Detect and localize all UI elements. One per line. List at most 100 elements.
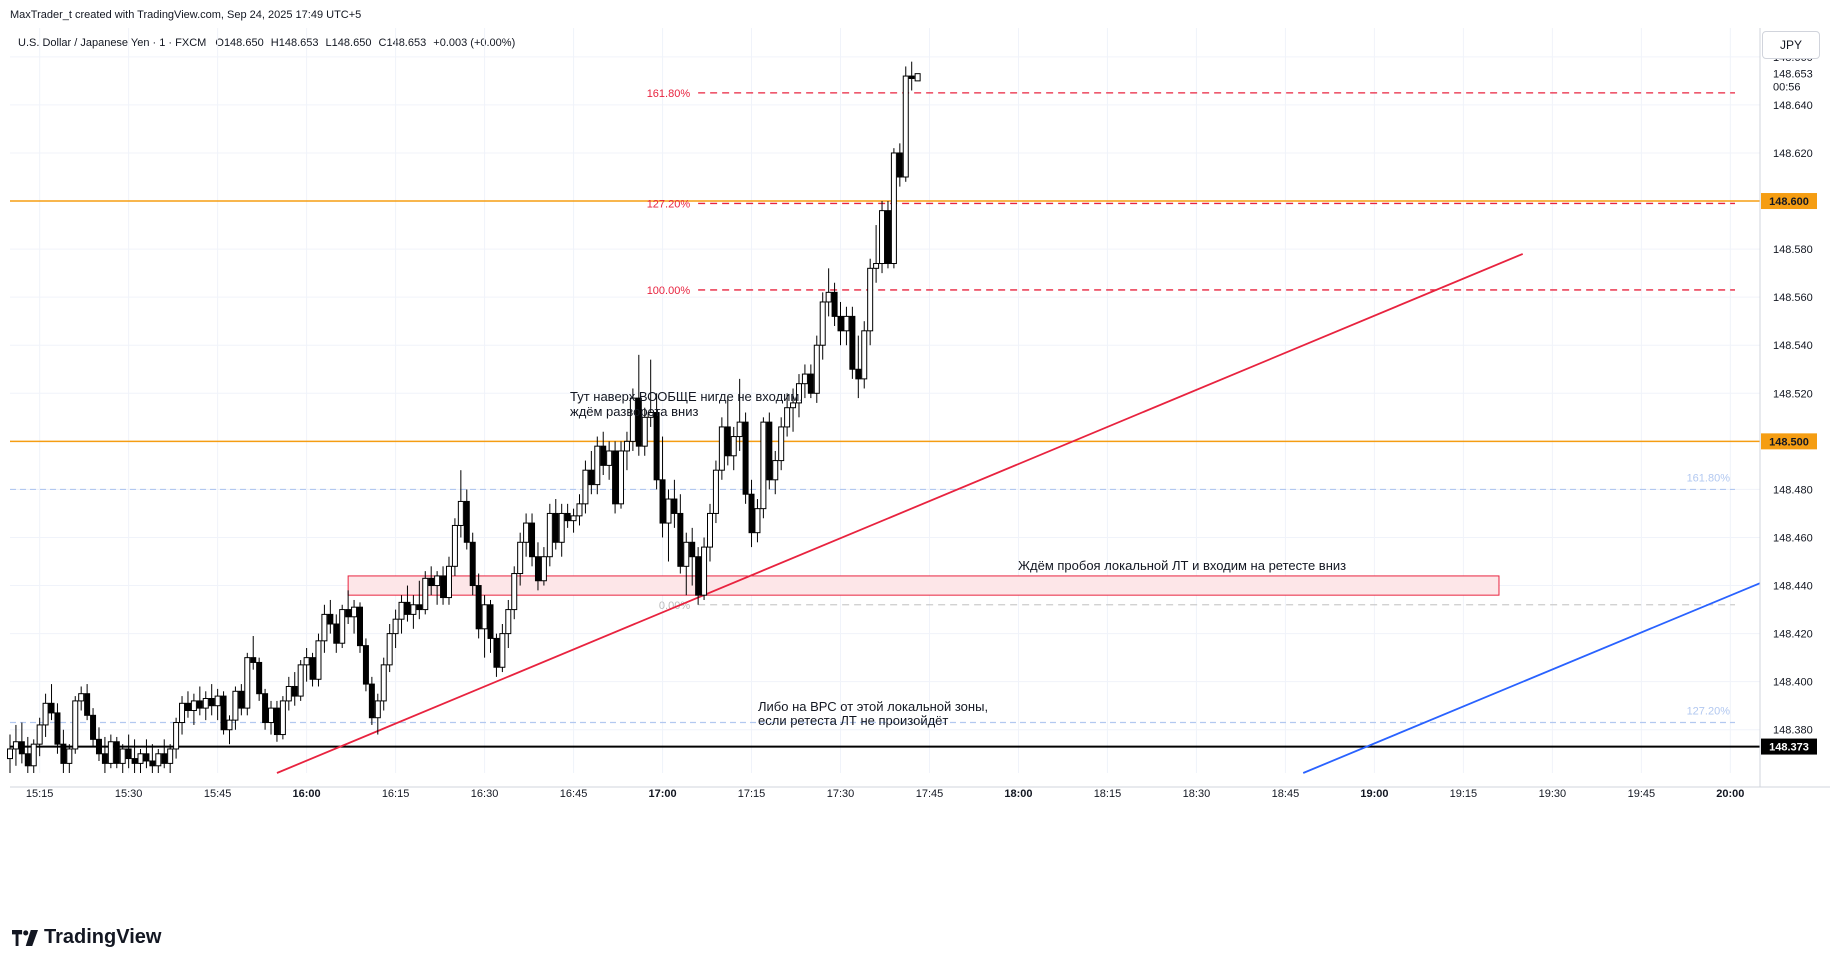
legend-open: 148.650 — [223, 37, 264, 49]
chart-grid — [10, 28, 1760, 773]
candle-body — [250, 657, 257, 663]
candle-body — [36, 724, 43, 745]
fib-red-label: 100.00% — [647, 285, 691, 297]
candle-body — [772, 460, 779, 481]
candle-body — [72, 700, 79, 750]
fib-red-label: 161.80% — [647, 88, 691, 100]
candle-body — [784, 407, 791, 428]
trendline-blue — [1302, 582, 1761, 774]
candle-body — [707, 512, 713, 548]
note-zone-line1[interactable]: Либо на ВРС от этой локальной зоны, — [758, 699, 988, 714]
candle-body — [831, 291, 838, 317]
candle-body — [434, 575, 441, 587]
currency-button[interactable]: JPY — [1762, 31, 1820, 59]
symbol-name[interactable]: U.S. Dollar / Japanese Yen · 1 · FXCM — [18, 37, 207, 49]
time-tick-label: 15:30 — [115, 788, 143, 800]
annotations: Тут наверх ВООБЩЕ нигде не входим, ждём … — [570, 389, 1346, 728]
price-tick-label: 148.480 — [1773, 484, 1813, 496]
horizontal-levels[interactable] — [10, 200, 1760, 748]
candle-body — [623, 440, 630, 452]
trendlines[interactable] — [276, 253, 1761, 774]
note-right[interactable]: Ждём пробоя локальной ЛТ и входим на рет… — [1018, 558, 1346, 573]
candle-body — [754, 508, 761, 534]
candle-body — [813, 344, 820, 394]
tradingview-logo[interactable]: TradingView — [12, 926, 161, 949]
candle-body — [333, 623, 340, 644]
candle-body — [659, 479, 666, 524]
fib-blue-label: 161.80% — [1687, 472, 1731, 484]
candle-body — [576, 503, 583, 517]
candle-body — [256, 661, 263, 695]
candle-body — [285, 685, 292, 702]
candle-body — [362, 645, 369, 685]
fib-red-label: 127.20% — [647, 198, 691, 210]
note-top-line2[interactable]: ждём разворота вниз — [570, 404, 698, 419]
candle-body — [196, 700, 203, 709]
fib-red-label: 0.00% — [659, 600, 690, 612]
candle-body — [718, 426, 725, 471]
candle-body — [558, 512, 565, 543]
price-tick-label: 148.460 — [1773, 532, 1813, 544]
supply-zone[interactable] — [347, 575, 1500, 596]
time-tick-label: 15:15 — [26, 788, 54, 800]
time-tick-label: 19:45 — [1628, 788, 1656, 800]
chart-credit: MaxTrader_t created with TradingView.com… — [10, 9, 362, 21]
candle-body — [90, 714, 97, 740]
candle-body — [505, 609, 512, 635]
candle-body — [867, 267, 874, 332]
candle-body — [321, 613, 328, 642]
candle-body — [469, 541, 476, 587]
time-tick-label: 17:15 — [738, 788, 766, 800]
candle-body — [297, 664, 304, 697]
candle-body — [879, 210, 886, 265]
candle-body — [801, 373, 808, 385]
countdown-label: 00:56 — [1773, 82, 1801, 94]
candle-body — [914, 73, 921, 82]
time-tick-label: 17:00 — [648, 788, 676, 800]
time-tick-label: 16:30 — [471, 788, 499, 800]
candle-body — [849, 315, 856, 370]
candle-body — [155, 753, 162, 767]
price-tick-label: 148.640 — [1773, 100, 1813, 112]
candle-body — [268, 707, 275, 724]
candle-body — [641, 416, 648, 447]
note-top-line1[interactable]: Тут наверх ВООБЩЕ нигде не входим, — [570, 389, 803, 404]
candle-body — [463, 500, 470, 543]
fibonacci-extensions[interactable]: 161.80% 127.20% 100.00% 0.00% 161.80% 127.20% — [10, 88, 1735, 724]
note-zone-line2[interactable]: если ретеста ЛТ не произойдёт — [758, 713, 948, 728]
candle-body — [309, 657, 316, 680]
candle-body — [315, 640, 322, 680]
candle-body — [351, 606, 358, 618]
candle-body — [552, 512, 559, 543]
candle-body — [588, 469, 595, 486]
candle-body — [730, 436, 737, 457]
candle-body — [540, 556, 547, 582]
candle-body — [795, 383, 802, 404]
candle-body — [327, 613, 334, 625]
price-badge-label: 148.500 — [1769, 436, 1809, 448]
candle-body — [173, 722, 180, 750]
candle-body — [606, 450, 613, 466]
price-badge — [1761, 738, 1817, 755]
candle-body — [238, 690, 245, 709]
price-badge — [1761, 193, 1817, 210]
price-tick-label: 148.540 — [1773, 340, 1813, 352]
candle-body — [612, 450, 619, 505]
candle-body — [861, 330, 868, 380]
candle-body — [143, 753, 150, 762]
price-badge — [1761, 433, 1817, 450]
candle-body — [84, 693, 91, 716]
brand-name: TradingView — [44, 926, 162, 948]
candle-body — [760, 421, 767, 510]
candle-body — [125, 748, 132, 760]
candle-body — [368, 683, 375, 719]
candle-body — [137, 753, 144, 764]
time-tick-label: 19:00 — [1360, 788, 1388, 800]
candle-body — [262, 693, 269, 724]
candle-body — [232, 690, 239, 721]
price-tick-label: 148.400 — [1773, 677, 1813, 689]
candle-body — [392, 618, 399, 635]
candle-body — [908, 75, 915, 79]
candle-body — [819, 301, 826, 346]
